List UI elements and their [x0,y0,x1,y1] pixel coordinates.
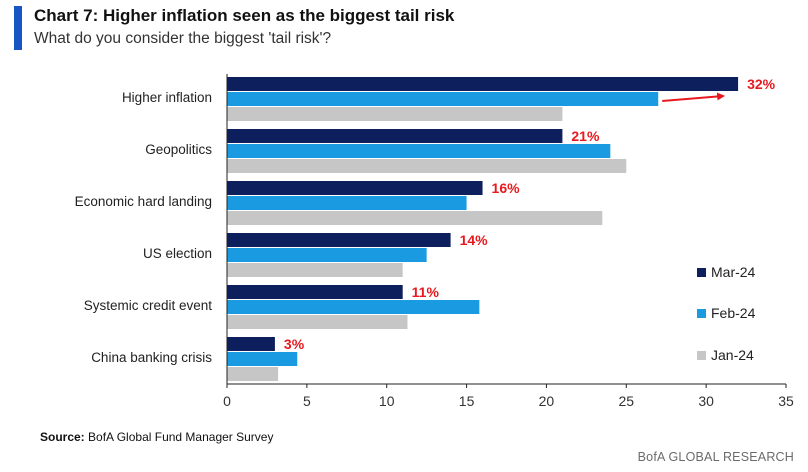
x-tick-label-10: 10 [379,393,395,409]
bar-systemic-credit-event-feb-24 [227,300,480,314]
legend-swatch-feb-24 [697,309,706,318]
x-tick-label-25: 25 [618,393,634,409]
value-label-systemic-credit-event: 11% [412,284,440,300]
bar-us-election-jan-24 [227,263,403,277]
bar-us-election-mar-24 [227,233,451,247]
value-label-higher-inflation: 32% [747,76,776,92]
title-accent-bar [14,6,22,50]
bar-systemic-credit-event-jan-24 [227,315,408,329]
bar-economic-hard-landing-feb-24 [227,196,467,210]
legend-swatch-jan-24 [697,351,706,360]
chart-title: Chart 7: Higher inflation seen as the bi… [34,6,455,25]
bar-economic-hard-landing-jan-24 [227,211,603,225]
bar-us-election-feb-24 [227,248,427,262]
source-note: Source: BofA Global Fund Manager Survey [40,430,273,444]
bar-china-banking-crisis-mar-24 [227,337,275,351]
bar-higher-inflation-feb-24 [227,92,659,106]
value-label-geopolitics: 21% [571,128,600,144]
legend-label-feb-24: Feb-24 [711,305,756,321]
bar-economic-hard-landing-mar-24 [227,181,483,195]
category-label-economic-hard-landing: Economic hard landing [75,194,212,209]
x-tick-label-35: 35 [778,393,794,409]
x-tick-label-5: 5 [303,393,311,409]
legend-swatch-mar-24 [697,268,706,277]
x-tick-label-30: 30 [698,393,714,409]
bar-china-banking-crisis-jan-24 [227,367,279,381]
value-label-economic-hard-landing: 16% [492,180,521,196]
category-label-higher-inflation: Higher inflation [122,90,212,105]
source-label: Source: [40,430,85,444]
bar-higher-inflation-mar-24 [227,77,739,91]
chart-subtitle: What do you consider the biggest 'tail r… [34,30,332,47]
annotation-arrow [662,92,726,102]
value-label-china-banking-crisis: 3% [284,336,305,352]
category-label-us-election: US election [143,246,212,261]
brand-logo-text: BofA GLOBAL RESEARCH [637,450,794,464]
category-label-china-banking-crisis: China banking crisis [91,350,212,365]
bar-systemic-credit-event-mar-24 [227,285,403,299]
bar-geopolitics-feb-24 [227,144,611,158]
legend-label-mar-24: Mar-24 [711,264,756,280]
category-label-systemic-credit-event: Systemic credit event [84,298,213,313]
bar-geopolitics-mar-24 [227,129,563,143]
x-tick-label-0: 0 [223,393,231,409]
value-label-us-election: 14% [460,232,489,248]
source-text: BofA Global Fund Manager Survey [88,430,274,444]
bar-geopolitics-jan-24 [227,159,627,173]
x-tick-label-15: 15 [459,393,475,409]
x-tick-label-20: 20 [539,393,555,409]
bar-china-banking-crisis-feb-24 [227,352,298,366]
legend-label-jan-24: Jan-24 [711,347,754,363]
bar-higher-inflation-jan-24 [227,107,563,121]
category-label-geopolitics: Geopolitics [145,142,212,157]
